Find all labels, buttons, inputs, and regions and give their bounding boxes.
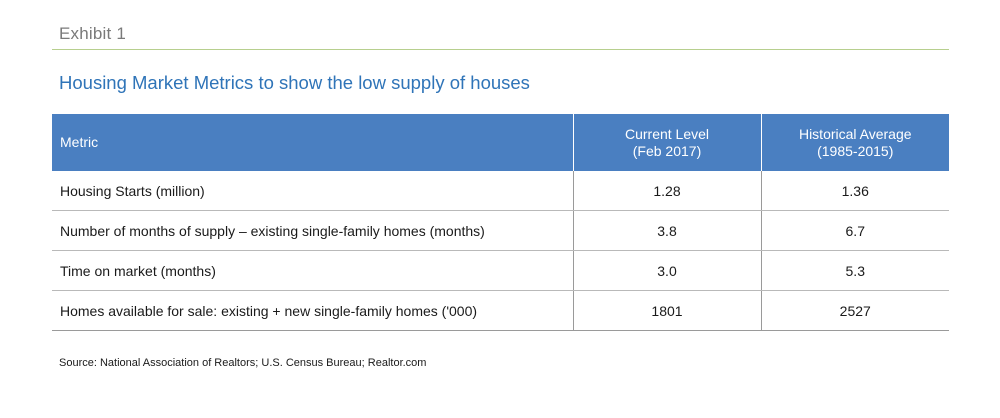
current-level-cell: 1.28 (572, 171, 761, 211)
current-level-cell: 3.0 (572, 250, 761, 291)
historical-average-cell: 5.3 (760, 250, 949, 291)
metric-column-header: Metric (52, 114, 573, 171)
exhibit-title: Housing Market Metrics to show the low s… (59, 72, 530, 93)
historical-average-cell: 1.36 (760, 171, 949, 211)
metric-cell: Number of months of supply – existing si… (52, 210, 573, 251)
current-level-column-header: Current Level (Feb 2017) (572, 114, 761, 171)
exhibit-label: Exhibit 1 (59, 24, 127, 43)
exhibit-divider (52, 49, 949, 50)
current-level-header-line2: (Feb 2017) (632, 142, 702, 159)
historical-average-cell: 2527 (760, 290, 949, 331)
table-row: Number of months of supply – existing si… (52, 210, 949, 251)
table-row: Homes available for sale: existing + new… (52, 290, 949, 331)
metrics-table: Metric Current Level (Feb 2017) Historic… (52, 114, 949, 331)
source-note: Source: National Association of Realtors… (59, 357, 427, 369)
table-header-row: Metric Current Level (Feb 2017) Historic… (52, 114, 949, 171)
historical-average-column-header: Historical Average (1985-2015) (760, 114, 949, 171)
table-row: Housing Starts (million) 1.28 1.36 (52, 171, 949, 211)
metric-cell: Time on market (months) (52, 250, 573, 291)
historical-average-cell: 6.7 (760, 210, 949, 251)
historical-average-header-line2: (1985-2015) (817, 142, 894, 159)
metric-cell: Homes available for sale: existing + new… (52, 290, 573, 331)
current-level-header-line1: Current Level (624, 125, 710, 142)
historical-average-header-line1: Historical Average (798, 125, 912, 142)
metric-cell: Housing Starts (million) (52, 171, 573, 211)
current-level-cell: 3.8 (572, 210, 761, 251)
table-row: Time on market (months) 3.0 5.3 (52, 250, 949, 291)
current-level-cell: 1801 (572, 290, 761, 331)
